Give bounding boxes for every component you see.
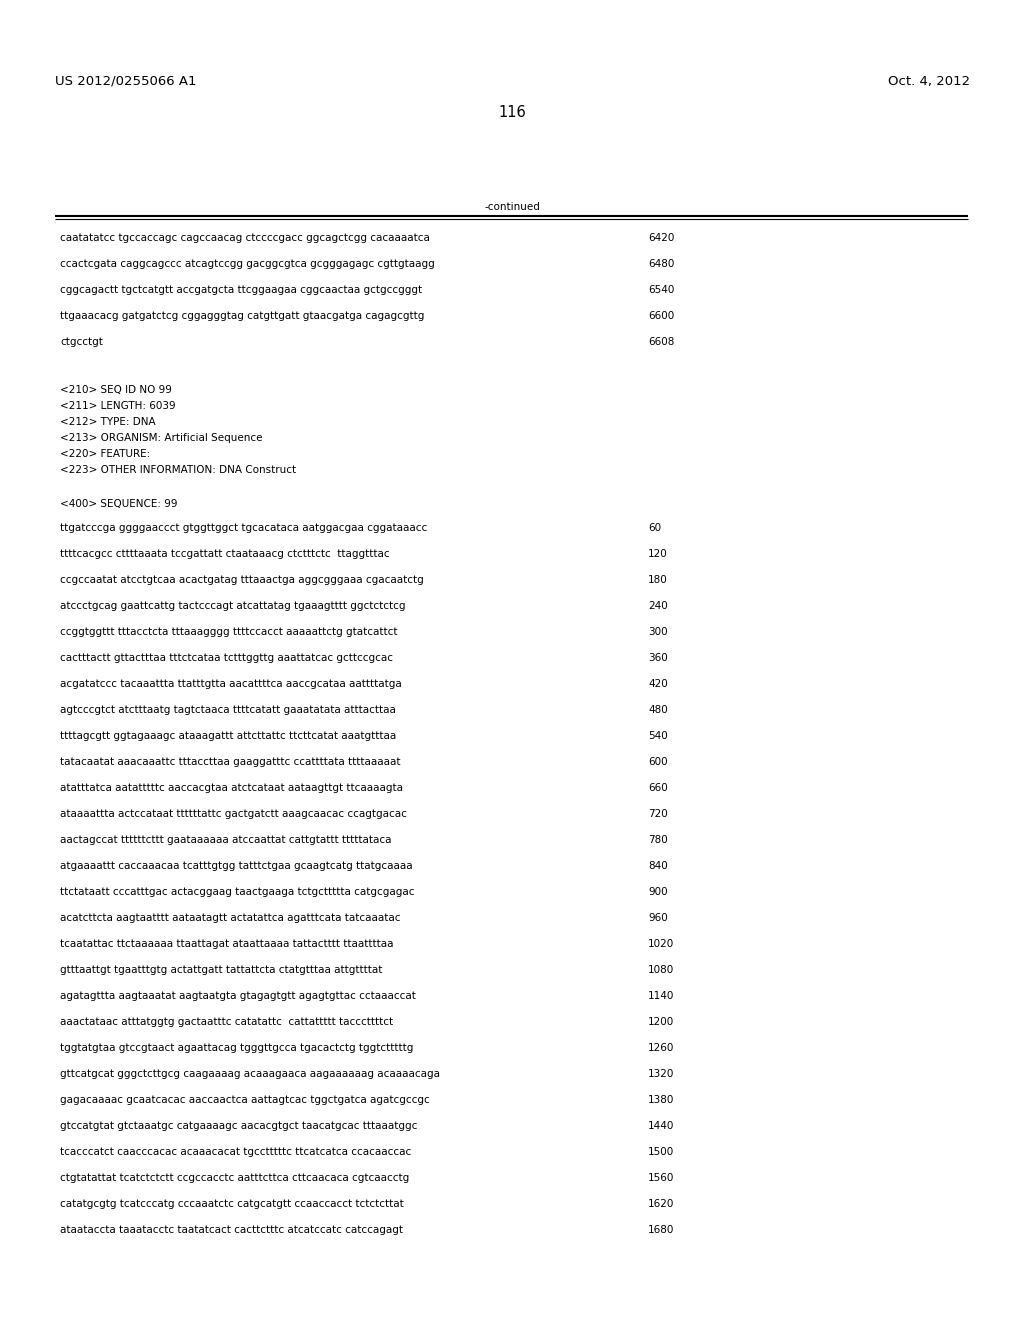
Text: <210> SEQ ID NO 99: <210> SEQ ID NO 99	[60, 385, 172, 395]
Text: atgaaaattt caccaaacaa tcatttgtgg tatttctgaa gcaagtcatg ttatgcaaaa: atgaaaattt caccaaacaa tcatttgtgg tatttct…	[60, 861, 413, 871]
Text: 1440: 1440	[648, 1121, 675, 1131]
Text: <213> ORGANISM: Artificial Sequence: <213> ORGANISM: Artificial Sequence	[60, 433, 262, 444]
Text: ttttcacgcc cttttaaata tccgattatt ctaataaacg ctctttctc  ttaggtttac: ttttcacgcc cttttaaata tccgattatt ctaataa…	[60, 549, 389, 558]
Text: <211> LENGTH: 6039: <211> LENGTH: 6039	[60, 401, 176, 411]
Text: 360: 360	[648, 653, 668, 663]
Text: 1080: 1080	[648, 965, 674, 975]
Text: ccggtggttt tttacctcta tttaaagggg ttttccacct aaaaattctg gtatcattct: ccggtggttt tttacctcta tttaaagggg ttttcca…	[60, 627, 397, 638]
Text: 1200: 1200	[648, 1016, 674, 1027]
Text: ataaaattta actccataat ttttttattc gactgatctt aaagcaacac ccagtgacac: ataaaattta actccataat ttttttattc gactgat…	[60, 809, 407, 818]
Text: 1500: 1500	[648, 1147, 674, 1158]
Text: 6540: 6540	[648, 285, 675, 294]
Text: ataataccta taaatacctc taatatcact cacttctttc atcatccatc catccagagt: ataataccta taaatacctc taatatcact cacttct…	[60, 1225, 403, 1236]
Text: gagacaaaac gcaatcacac aaccaactca aattagtcac tggctgatca agatcgccgc: gagacaaaac gcaatcacac aaccaactca aattagt…	[60, 1096, 430, 1105]
Text: 960: 960	[648, 913, 668, 923]
Text: atccctgcag gaattcattg tactcccagt atcattatag tgaaagtttt ggctctctcg: atccctgcag gaattcattg tactcccagt atcatta…	[60, 601, 406, 611]
Text: 180: 180	[648, 576, 668, 585]
Text: catatgcgtg tcatcccatg cccaaatctc catgcatgtt ccaaccacct tctctcttat: catatgcgtg tcatcccatg cccaaatctc catgcat…	[60, 1199, 403, 1209]
Text: 1620: 1620	[648, 1199, 675, 1209]
Text: <220> FEATURE:: <220> FEATURE:	[60, 449, 151, 459]
Text: ccgccaatat atcctgtcaa acactgatag tttaaactga aggcgggaaa cgacaatctg: ccgccaatat atcctgtcaa acactgatag tttaaac…	[60, 576, 424, 585]
Text: 660: 660	[648, 783, 668, 793]
Text: 1560: 1560	[648, 1173, 675, 1183]
Text: aactagccat ttttttcttt gaataaaaaa atccaattat cattgtattt tttttataca: aactagccat ttttttcttt gaataaaaaa atccaat…	[60, 836, 391, 845]
Text: 120: 120	[648, 549, 668, 558]
Text: 300: 300	[648, 627, 668, 638]
Text: tcaatattac ttctaaaaaa ttaattagat ataattaaaa tattactttt ttaattttaa: tcaatattac ttctaaaaaa ttaattagat ataatta…	[60, 939, 393, 949]
Text: acgatatccc tacaaattta ttatttgtta aacattttca aaccgcataa aattttatga: acgatatccc tacaaattta ttatttgtta aacattt…	[60, 678, 401, 689]
Text: 6608: 6608	[648, 337, 675, 347]
Text: ctgcctgt: ctgcctgt	[60, 337, 102, 347]
Text: agtcccgtct atctttaatg tagtctaaca ttttcatatt gaaatatata atttacttaa: agtcccgtct atctttaatg tagtctaaca ttttcat…	[60, 705, 396, 715]
Text: 780: 780	[648, 836, 668, 845]
Text: 116: 116	[498, 106, 526, 120]
Text: 600: 600	[648, 756, 668, 767]
Text: 1020: 1020	[648, 939, 674, 949]
Text: 6600: 6600	[648, 312, 674, 321]
Text: ctgtatattat tcatctctctt ccgccacctc aatttcttca cttcaacaca cgtcaacctg: ctgtatattat tcatctctctt ccgccacctc aattt…	[60, 1173, 410, 1183]
Text: 900: 900	[648, 887, 668, 898]
Text: atatttatca aatatttttc aaccacgtaa atctcataat aataagttgt ttcaaaagta: atatttatca aatatttttc aaccacgtaa atctcat…	[60, 783, 403, 793]
Text: 1380: 1380	[648, 1096, 675, 1105]
Text: 6420: 6420	[648, 234, 675, 243]
Text: agatagttta aagtaaatat aagtaatgta gtagagtgtt agagtgttac cctaaaccat: agatagttta aagtaaatat aagtaatgta gtagagt…	[60, 991, 416, 1001]
Text: ttgaaacacg gatgatctcg cggagggtag catgttgatt gtaacgatga cagagcgttg: ttgaaacacg gatgatctcg cggagggtag catgttg…	[60, 312, 424, 321]
Text: 540: 540	[648, 731, 668, 741]
Text: cactttactt gttactttaa tttctcataa tctttggttg aaattatcac gcttccgcac: cactttactt gttactttaa tttctcataa tctttgg…	[60, 653, 393, 663]
Text: 840: 840	[648, 861, 668, 871]
Text: tatacaatat aaacaaattc tttaccttaa gaaggatttc ccattttata ttttaaaaat: tatacaatat aaacaaattc tttaccttaa gaaggat…	[60, 756, 400, 767]
Text: tggtatgtaa gtccgtaact agaattacag tgggttgcca tgacactctg tggtctttttg: tggtatgtaa gtccgtaact agaattacag tgggttg…	[60, 1043, 414, 1053]
Text: 240: 240	[648, 601, 668, 611]
Text: 420: 420	[648, 678, 668, 689]
Text: aaactataac atttatggtg gactaatttc catatattc  cattattttt tacccttttct: aaactataac atttatggtg gactaatttc catatat…	[60, 1016, 393, 1027]
Text: <223> OTHER INFORMATION: DNA Construct: <223> OTHER INFORMATION: DNA Construct	[60, 465, 296, 475]
Text: <212> TYPE: DNA: <212> TYPE: DNA	[60, 417, 156, 426]
Text: gtttaattgt tgaatttgtg actattgatt tattattcta ctatgtttaa attgttttat: gtttaattgt tgaatttgtg actattgatt tattatt…	[60, 965, 382, 975]
Text: Oct. 4, 2012: Oct. 4, 2012	[888, 75, 970, 88]
Text: 720: 720	[648, 809, 668, 818]
Text: gtccatgtat gtctaaatgc catgaaaagc aacacgtgct taacatgcac tttaaatggc: gtccatgtat gtctaaatgc catgaaaagc aacacgt…	[60, 1121, 418, 1131]
Text: acatcttcta aagtaatttt aataatagtt actatattca agatttcata tatcaaatac: acatcttcta aagtaatttt aataatagtt actatat…	[60, 913, 400, 923]
Text: gttcatgcat gggctcttgcg caagaaaag acaaagaaca aagaaaaaag acaaaacaga: gttcatgcat gggctcttgcg caagaaaag acaaaga…	[60, 1069, 440, 1078]
Text: 60: 60	[648, 523, 662, 533]
Text: 6480: 6480	[648, 259, 675, 269]
Text: -continued: -continued	[484, 202, 540, 213]
Text: 1140: 1140	[648, 991, 675, 1001]
Text: 1320: 1320	[648, 1069, 675, 1078]
Text: ttctataatt cccatttgac actacggaag taactgaaga tctgcttttta catgcgagac: ttctataatt cccatttgac actacggaag taactga…	[60, 887, 415, 898]
Text: 1680: 1680	[648, 1225, 675, 1236]
Text: ttttagcgtt ggtagaaagc ataaagattt attcttattc ttcttcatat aaatgtttaa: ttttagcgtt ggtagaaagc ataaagattt attctta…	[60, 731, 396, 741]
Text: 1260: 1260	[648, 1043, 675, 1053]
Text: US 2012/0255066 A1: US 2012/0255066 A1	[55, 75, 197, 88]
Text: 480: 480	[648, 705, 668, 715]
Text: <400> SEQUENCE: 99: <400> SEQUENCE: 99	[60, 499, 177, 510]
Text: tcacccatct caacccacac acaaacacat tgcctttttc ttcatcatca ccacaaccac: tcacccatct caacccacac acaaacacat tgccttt…	[60, 1147, 412, 1158]
Text: ttgatcccga ggggaaccct gtggttggct tgcacataca aatggacgaa cggataaacc: ttgatcccga ggggaaccct gtggttggct tgcacat…	[60, 523, 427, 533]
Text: cggcagactt tgctcatgtt accgatgcta ttcggaagaa cggcaactaa gctgccgggt: cggcagactt tgctcatgtt accgatgcta ttcggaa…	[60, 285, 422, 294]
Text: ccactcgata caggcagccc atcagtccgg gacggcgtca gcgggagagc cgttgtaagg: ccactcgata caggcagccc atcagtccgg gacggcg…	[60, 259, 435, 269]
Text: caatatatcc tgccaccagc cagccaacag ctccccgacc ggcagctcgg cacaaaatca: caatatatcc tgccaccagc cagccaacag ctccccg…	[60, 234, 430, 243]
